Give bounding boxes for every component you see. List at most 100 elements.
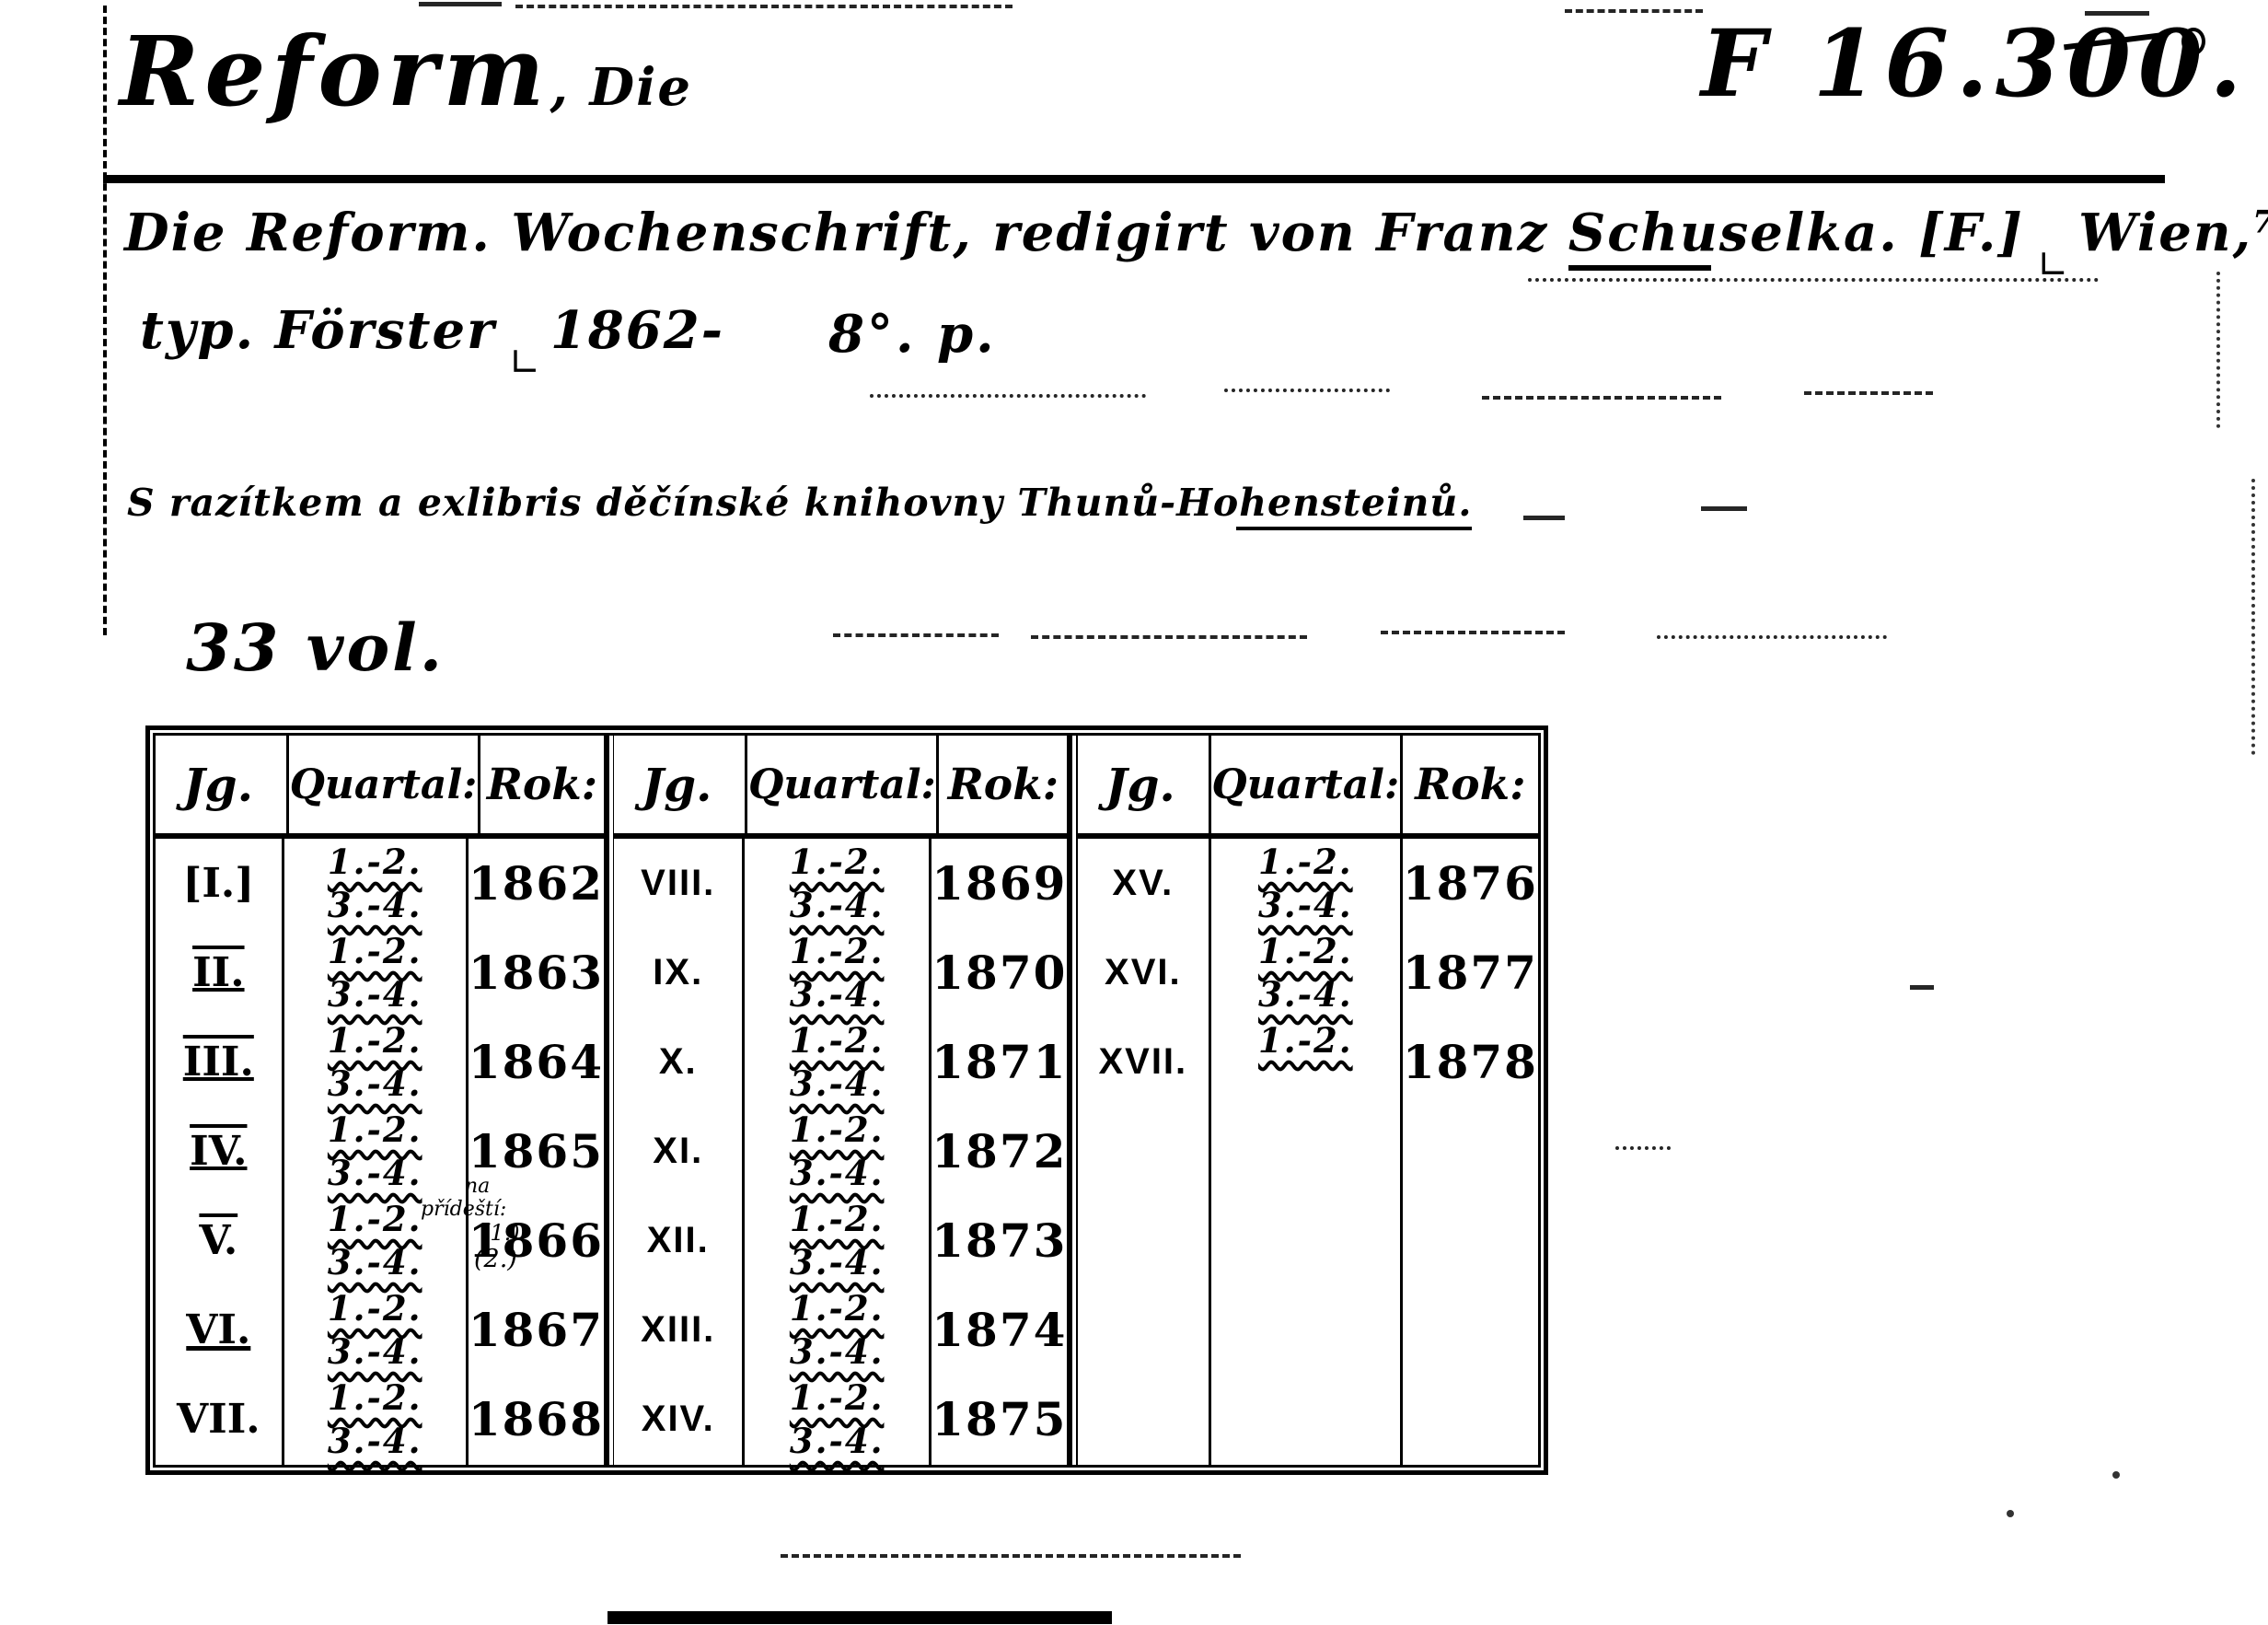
jg-cell: IX. [653, 952, 704, 992]
jg-column: [I.] II. III. IV. V. VI. VII. [156, 839, 284, 1465]
scan-edge-shadow [608, 1611, 1112, 1624]
scan-noise [1528, 278, 2099, 282]
holdings-table: Jg. Quartal: Rok: [I.] II. III. IV. V. V… [145, 725, 1548, 1475]
card-heading: Reform, Die [120, 15, 692, 128]
jg-cell: V. [199, 1217, 238, 1264]
quartal-entry: 1.-2. [789, 1109, 885, 1150]
table-header-row: Jg. Quartal: Rok: [156, 736, 604, 839]
header-jg: Jg. [1078, 736, 1211, 833]
jg-cell: X. [658, 1041, 698, 1082]
jg-cell: XIII. [641, 1309, 716, 1350]
scan-noise [419, 2, 502, 6]
table-group-2-body: VIII. IX. X. XI. XII. XIII. XIV. 1.-2. 3… [614, 839, 1067, 1465]
year-cell: 1869 [932, 856, 1068, 911]
header-quartal: Quartal: [289, 736, 480, 833]
jg-cell: XI. [653, 1131, 704, 1171]
quartal-cell: 1.-2. 3.-4. [284, 1285, 466, 1375]
quartal-entry: 1.-2. [327, 842, 422, 882]
scan-noise [2007, 1510, 2014, 1517]
volume-count: 33 vol. [186, 609, 446, 686]
scan-noise [1031, 635, 1307, 639]
table-group-2: Jg. Quartal: Rok: VIII. IX. X. XI. XII. … [614, 736, 1068, 1465]
table-header-row: Jg. Quartal: Rok: [1077, 736, 1538, 839]
quartal-entry: 3.-4. [1258, 974, 1353, 1015]
quartal-entry: 3.-4. [789, 1153, 885, 1193]
quartal-entry: 3.-4. [1258, 885, 1353, 925]
scan-noise [1910, 985, 1934, 990]
year-cell: 1876 [1402, 856, 1538, 911]
quartal-entry: 1.-2. [327, 1288, 422, 1329]
printer-text: typ. Förster [140, 300, 496, 361]
jg-cell: XV. [1112, 863, 1174, 903]
scan-noise [1615, 1146, 1671, 1150]
year-cell: 1864 [468, 1035, 604, 1089]
scan-noise [2251, 479, 2255, 755]
header-jg: Jg. [156, 736, 289, 833]
quartal-entry: 1.-2. [327, 1020, 422, 1061]
jg-cell: XVI. [1105, 952, 1182, 992]
insertion-mark: ∟ [508, 340, 543, 385]
shelfmark: F 16.300. [1701, 9, 2250, 118]
quartal-entry: 3.-4. [789, 1331, 885, 1372]
jg-cell: III. [182, 1039, 254, 1085]
quartal-entry: 3.-4. [327, 974, 422, 1015]
scan-noise [2085, 11, 2149, 16]
description-line-2: typ. Förster ∟1862- [140, 300, 724, 385]
quartal-entry: 1.-2. [789, 842, 885, 882]
scan-noise [1804, 391, 1933, 395]
format-note: 8°. p. [828, 304, 997, 365]
marginal-note-line: na [465, 1175, 491, 1198]
header-divider-rule [103, 175, 2165, 183]
quartal-entry: 1.-2. [789, 1199, 885, 1239]
jg-cell: XIV. [641, 1399, 715, 1439]
quartal-entry: 1.-2. [789, 1288, 885, 1329]
header-rok: Rok: [486, 759, 598, 810]
quartal-entry: 3.-4. [327, 1063, 422, 1104]
quartal-entry: 3.-4. [327, 1331, 422, 1372]
marginal-note-line: přídeští: [421, 1197, 507, 1221]
year-cell: 1866 [468, 1213, 604, 1268]
quartal-cell: 1.-2. 3.-4. [1211, 928, 1400, 1017]
quartal-entry: 1.-2. [327, 1199, 422, 1239]
year-cell: 1873 [932, 1213, 1068, 1268]
holdings-table-inner: Jg. Quartal: Rok: [I.] II. III. IV. V. V… [153, 733, 1541, 1468]
scan-noise [515, 5, 1012, 8]
quartal-entry: 3.-4. [789, 885, 885, 925]
quartal-entry: 3.-4. [789, 974, 885, 1015]
provenance-library-name: Thunů-Hohensteinů. [1017, 481, 1473, 525]
scan-noise [1224, 389, 1390, 392]
quartal-cell: 1.-2. 3.-4. [284, 1375, 466, 1464]
jg-cell: II. [192, 949, 245, 996]
header-rok: Rok: [1415, 759, 1526, 810]
corner-ring-mark [2181, 28, 2205, 55]
jg-cell: [I.] [182, 860, 255, 907]
quartal-cell: 1.-2. 3.-4. [284, 928, 466, 1017]
desc1-text: Die Reform. Wochenschrift, redigirt von … [124, 203, 1568, 263]
scan-noise [2216, 272, 2220, 428]
quartal-entry: 3.-4. [327, 1421, 422, 1461]
editor-name: Schuselka [1568, 203, 1880, 263]
rok-column: 1862 1863 1864 1865 1866 1867 1868 [469, 839, 604, 1465]
quartal-cell: 1.-2. 3.-4. [284, 1196, 466, 1285]
quartal-cell: 1.-2. 3.-4. [284, 1107, 466, 1196]
quartal-cell: 1.-2. 3.-4. [1211, 839, 1400, 928]
table-group-3-body: XV. XVI. XVII. 1.-2. 3.-4. 1.-2. 3.-4. [1078, 839, 1538, 1465]
quartal-entry: 1.-2. [327, 931, 422, 971]
quartal-cell: 1.-2. 3.-4. [745, 1285, 929, 1375]
quartal-cell: 1.-2. 3.-4. [745, 1107, 929, 1196]
year-cell: 1874 [932, 1303, 1068, 1357]
quartal-cell: 1.-2. [1211, 1017, 1400, 1107]
margin-rule [103, 6, 107, 635]
quartal-entry: 3.-4. [789, 1242, 885, 1283]
year-cell: 1870 [932, 946, 1068, 1000]
quartal-entry: 3.-4. [327, 1242, 422, 1283]
jg-cell: XVII. [1098, 1041, 1188, 1082]
quartal-entry: 3.-4. [327, 1153, 422, 1193]
description-line-1: Die Reform. Wochenschrift, redigirt von … [124, 203, 2268, 287]
superscript-note: 7 [2252, 203, 2268, 240]
group-separator [604, 736, 615, 1465]
provenance-text: S razítkem a exlibris děčínské knihovny [127, 481, 1018, 525]
quartal-cell: 1.-2. 3.-4. [745, 928, 929, 1017]
header-jg: Jg. [614, 736, 748, 833]
